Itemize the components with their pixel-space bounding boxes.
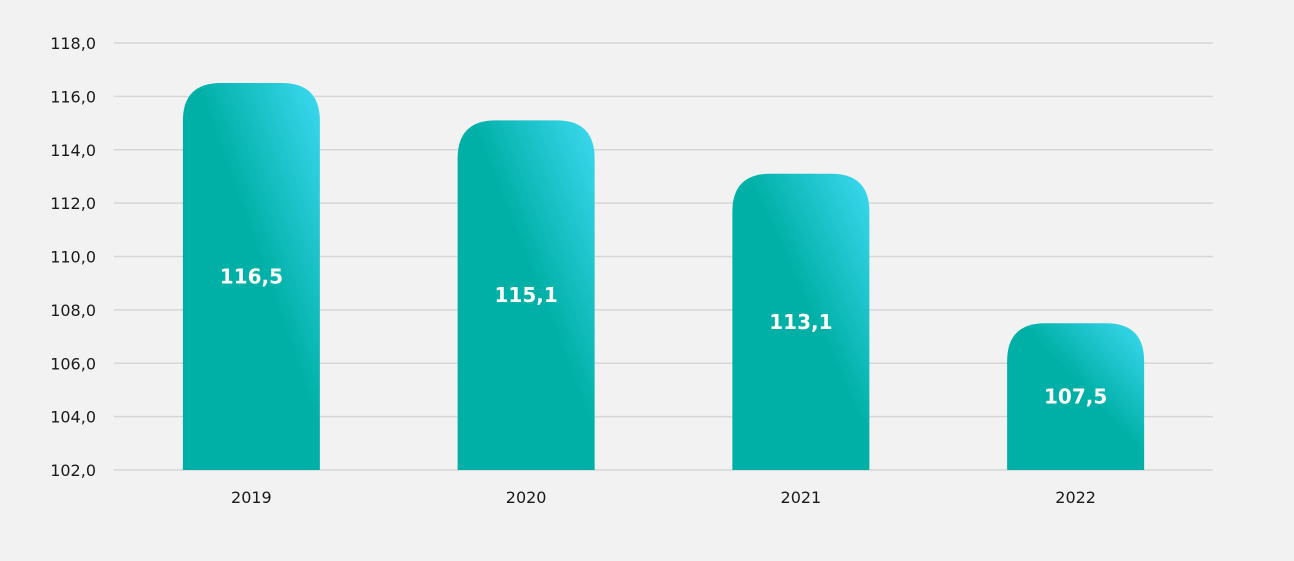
- y-tick-label: 112,0: [50, 194, 96, 213]
- y-tick-label: 106,0: [50, 354, 96, 373]
- y-tick-label: 114,0: [50, 141, 96, 160]
- y-tick-label: 108,0: [50, 301, 96, 320]
- y-tick-label: 102,0: [50, 461, 96, 480]
- x-category-label: 2020: [506, 488, 547, 507]
- x-category-label: 2019: [231, 488, 272, 507]
- x-category-label: 2021: [781, 488, 822, 507]
- x-axis-category-labels: 2019 2020 2021 2022: [231, 488, 1096, 507]
- bar-value-label: 116,5: [220, 265, 283, 289]
- bar-2022: [1007, 323, 1145, 470]
- bar-value-label: 113,1: [769, 310, 832, 334]
- bar-2021: [732, 173, 870, 471]
- bar-2020: [457, 120, 595, 471]
- bar-2019: [182, 83, 320, 470]
- bar-value-label: 107,5: [1044, 385, 1107, 409]
- y-tick-label: 118,0: [50, 34, 96, 53]
- y-tick-label: 104,0: [50, 408, 96, 427]
- bar-value-label: 115,1: [494, 283, 557, 307]
- y-tick-label: 116,0: [50, 87, 96, 106]
- bars: [182, 83, 1145, 471]
- y-tick-label: 110,0: [50, 248, 96, 267]
- x-category-label: 2022: [1055, 488, 1096, 507]
- value-labels: 116,5 115,1 113,1 107,5: [220, 265, 1108, 409]
- y-axis-tick-labels: 102,0 104,0 106,0 108,0 110,0 112,0 114,0 116,0…: [50, 34, 96, 480]
